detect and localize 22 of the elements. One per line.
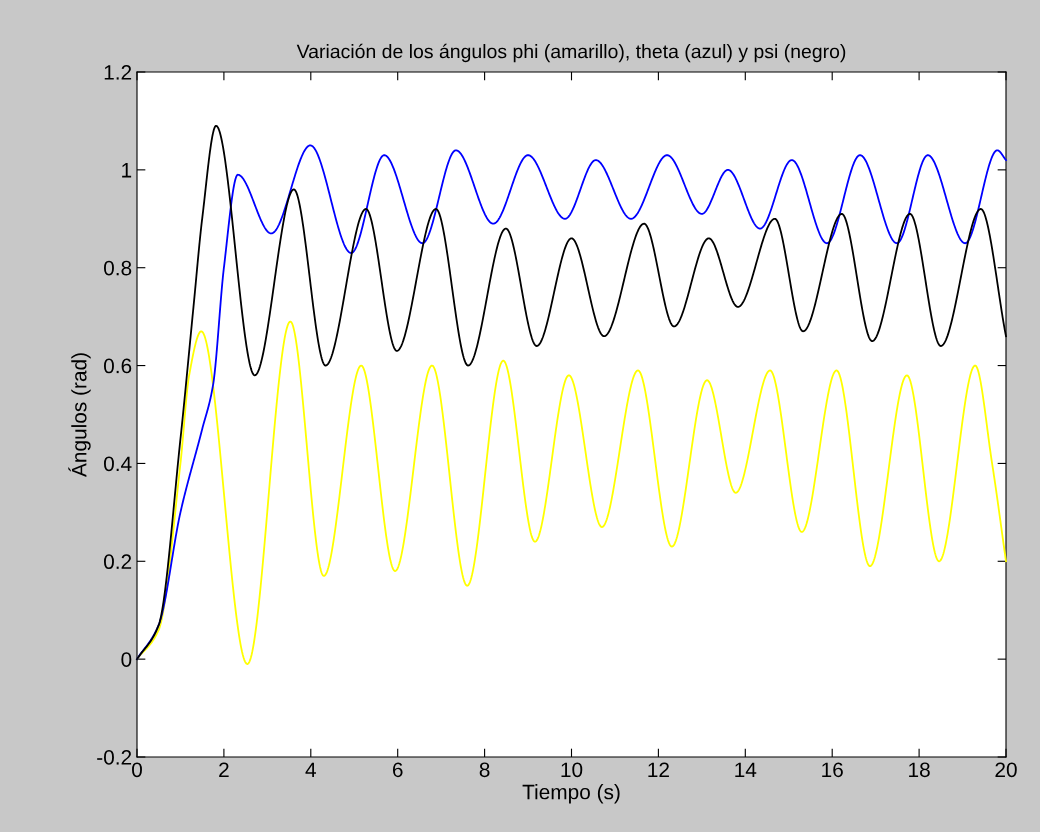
y-axis-title: Ángulos (rad) bbox=[68, 353, 91, 477]
x-tick-label: 16 bbox=[822, 762, 843, 778]
y-tick-label: 0 bbox=[121, 652, 132, 667]
y-tick-label: 0.4 bbox=[103, 456, 132, 472]
y-tick-label: 0.8 bbox=[103, 260, 132, 276]
y-tick-label: 0.2 bbox=[103, 554, 132, 570]
x-tick-label: 8 bbox=[479, 762, 490, 778]
x-tick-label: 10 bbox=[561, 762, 583, 778]
chart-title: Variación de los ángulos phi (amarillo), theta (azul) y psi (negro) bbox=[296, 43, 846, 63]
x-tick-label: 20 bbox=[995, 762, 1017, 778]
y-tick-label: 0.6 bbox=[103, 358, 132, 374]
x-tick-label: 6 bbox=[392, 762, 403, 778]
x-tick-label: 2 bbox=[219, 762, 229, 777]
x-tick-label: 0 bbox=[132, 762, 142, 778]
x-tick-label: 12 bbox=[648, 762, 669, 777]
y-tick-label: 1.2 bbox=[104, 65, 132, 80]
y-tick-label: 1 bbox=[122, 163, 132, 178]
x-tick-label: 4 bbox=[305, 762, 316, 777]
y-tick-label: -0.2 bbox=[97, 750, 132, 765]
x-axis-title: Tiempo (s) bbox=[522, 784, 620, 804]
x-tick-label: 18 bbox=[909, 762, 930, 778]
x-tick-label: 14 bbox=[735, 762, 757, 777]
